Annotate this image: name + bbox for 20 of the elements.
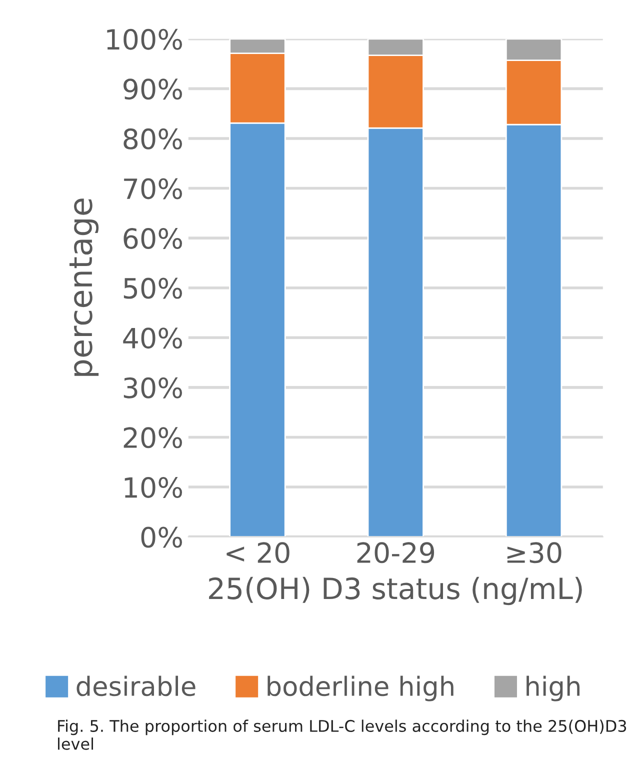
y-tick-label: 10% bbox=[124, 476, 182, 498]
legend-label: boderline high bbox=[268, 676, 454, 702]
x-tick-label: < 20 bbox=[226, 542, 290, 564]
y-tick-label: 40% bbox=[123, 328, 182, 349]
y-tick-label: 0% bbox=[141, 526, 182, 548]
y-tick-label: 60% bbox=[124, 228, 182, 250]
legend-label: high bbox=[526, 676, 580, 702]
y-tick-label: 70% bbox=[124, 178, 182, 200]
y-tick-label: 30% bbox=[124, 377, 182, 398]
y-tick-label: 80% bbox=[124, 128, 182, 150]
legend-label: desirable bbox=[76, 676, 196, 696]
x-axis-title: 25(OH) D3 status (ng/mL) bbox=[209, 576, 582, 606]
x-tick-label: ≥30 bbox=[507, 542, 562, 564]
caption: Fig. 5. The proportion of serum LDL-C levels according to the 25(OH)D3 level bbox=[58, 720, 626, 750]
y-tick-label: 100% bbox=[107, 28, 182, 50]
y-axis-title: percentage bbox=[69, 198, 99, 376]
y-tick-label: 20% bbox=[124, 427, 182, 448]
y-tick-label: 90% bbox=[124, 78, 182, 100]
y-tick-label: 50% bbox=[124, 278, 182, 299]
x-tick-label: 20-29 bbox=[357, 542, 434, 564]
